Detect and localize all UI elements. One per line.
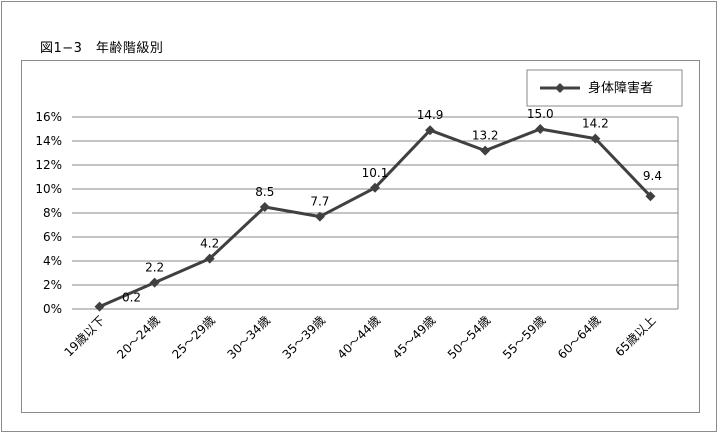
y-tick-label: 6%	[43, 230, 62, 244]
data-point	[480, 145, 491, 156]
data-point	[590, 133, 601, 144]
x-tick-label: 35～39歳	[280, 313, 328, 361]
data-label: 9.4	[643, 169, 662, 183]
chart-area-border	[21, 60, 700, 413]
y-tick-label: 2%	[43, 278, 62, 292]
data-label: 14.9	[417, 108, 444, 122]
figure-caption: 図1−3 年齢階級別	[40, 41, 164, 56]
legend: 身体障害者	[526, 69, 683, 107]
x-tick-label: 45～49歳	[390, 313, 438, 361]
y-tick-label: 12%	[35, 158, 62, 172]
data-point	[259, 202, 270, 212]
data-label: 0.2	[122, 291, 141, 305]
data-label: 4.2	[200, 237, 219, 251]
x-tick-label: 50～54歳	[445, 313, 493, 361]
x-tick-label: 40～44歳	[335, 313, 383, 361]
data-point	[149, 277, 160, 288]
y-tick-label: 4%	[43, 254, 62, 268]
y-tick-label: 16%	[35, 110, 62, 124]
x-tick-label: 65歳以上	[612, 313, 658, 359]
x-tick-label: 55～59歳	[500, 313, 548, 361]
y-axis-ticks: 0% 2% 4% 6% 8% 10% 12% 14% 16%	[35, 110, 62, 316]
y-tick-label: 14%	[35, 134, 62, 148]
x-tick-label: 25～29歳	[169, 313, 217, 361]
data-label: 13.2	[472, 129, 499, 143]
y-tick-label: 8%	[43, 206, 62, 220]
x-tick-label: 20～24歳	[114, 313, 162, 361]
data-label: 2.2	[145, 261, 164, 275]
x-axis-ticks: 19歳以下 20～24歳 25～29歳 30～34歳 35～39歳 40～44歳 45～49…	[62, 313, 659, 361]
data-label: 15.0	[527, 107, 554, 121]
data-label: 8.5	[255, 185, 274, 199]
x-tick-label: 19歳以下	[62, 313, 108, 359]
x-tick-label: 30～34歳	[224, 313, 272, 361]
data-point	[645, 191, 656, 202]
y-tick-label: 0%	[43, 302, 62, 316]
x-tick-label: 60～64歳	[555, 313, 603, 361]
data-point	[314, 211, 325, 222]
data-label: 7.7	[310, 195, 329, 209]
data-point	[425, 125, 436, 136]
y-tick-label: 10%	[35, 182, 62, 196]
series-group: 0.2 2.2 4.2 8.5 7.7 10.1 14.9 13.2 15.0 14.2 9.4	[94, 107, 662, 312]
legend-label: 身体障害者	[588, 80, 653, 96]
data-label: 10.1	[362, 166, 389, 180]
data-label: 14.2	[582, 117, 609, 131]
series-line	[98, 127, 652, 308]
data-point	[370, 182, 380, 193]
data-point	[204, 253, 215, 264]
data-point	[535, 124, 546, 134]
legend-marker-diamond	[555, 83, 565, 93]
data-point	[94, 301, 105, 312]
